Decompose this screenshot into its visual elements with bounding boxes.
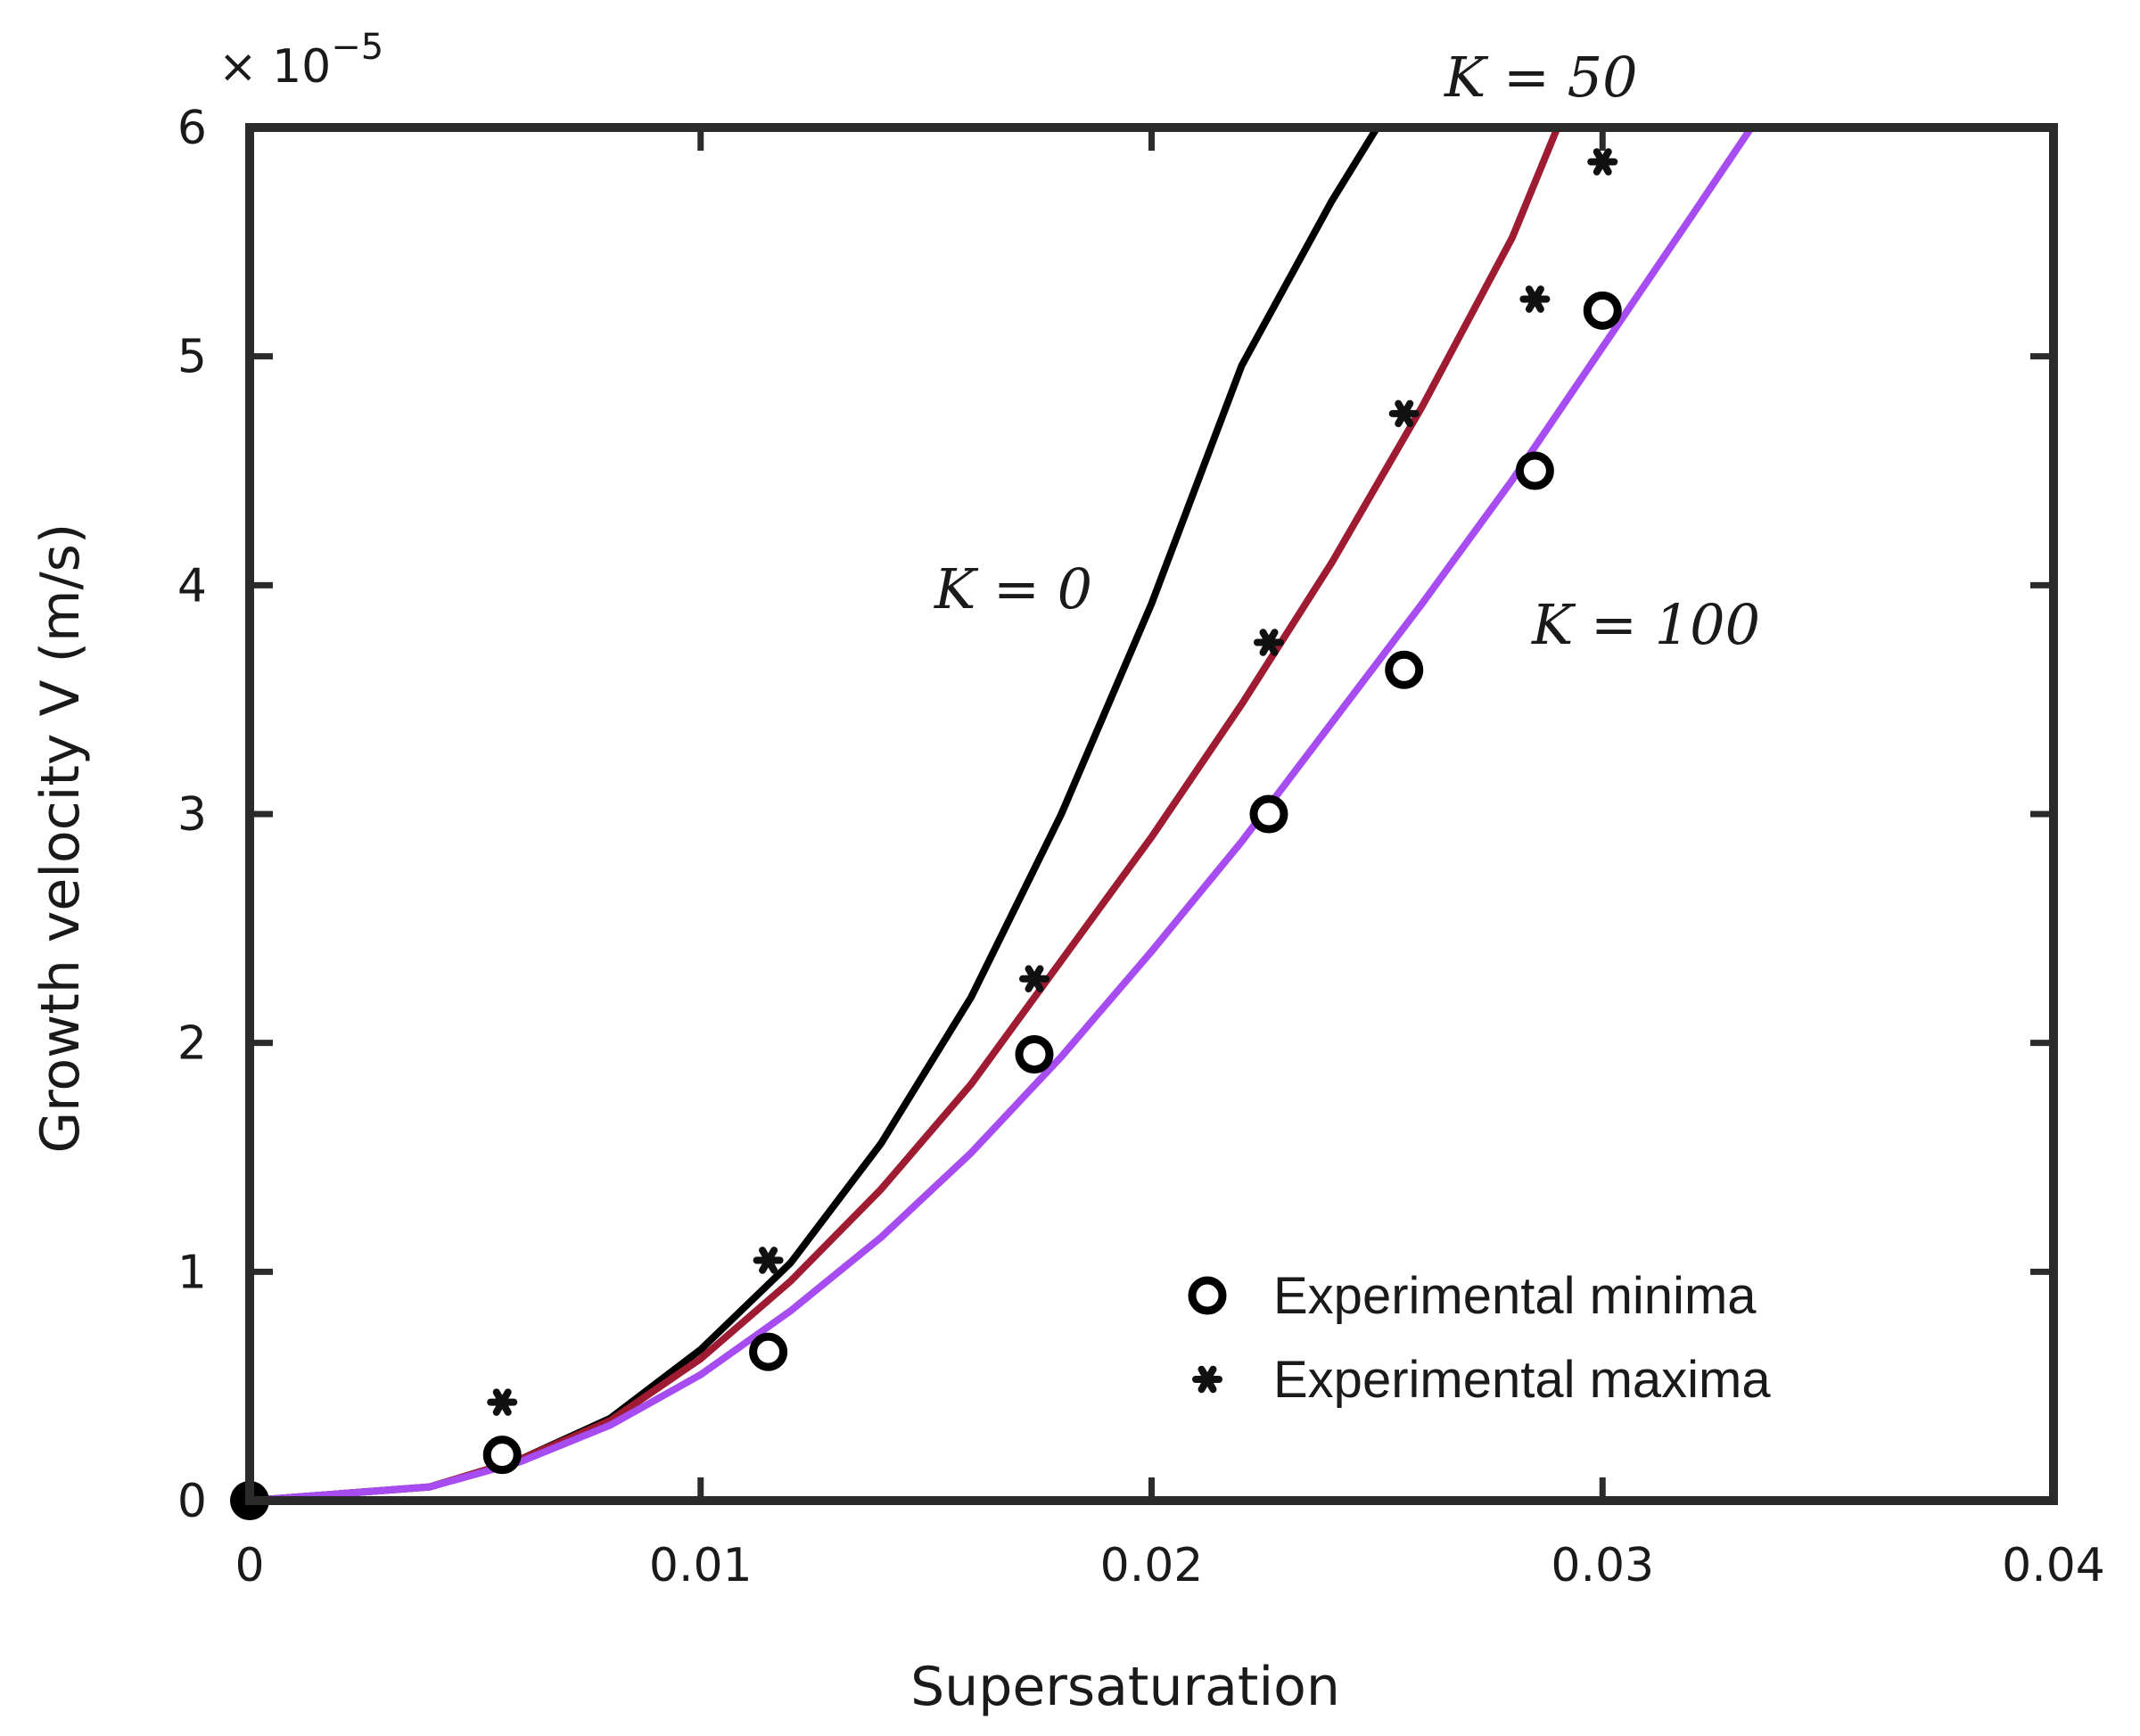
y-multiplier-label: × 10−5 — [218, 27, 383, 94]
y-tick-label-1: 1 — [177, 1246, 207, 1299]
minima-point-1 — [482, 1436, 522, 1475]
x-axis-title: Supersaturation — [910, 1656, 1340, 1718]
tick-layer: 0 0.01 0.02 0.03 0.04 0 1 2 3 4 5 6 — [177, 102, 2105, 1592]
legend-label-0: Experimental minima — [1273, 1267, 1757, 1325]
y-tick-label-5: 5 — [177, 331, 207, 384]
legend: Experimental minima Experimental maxima — [1188, 1267, 1771, 1409]
x-tick-label-3: 0.03 — [1551, 1539, 1654, 1592]
curve-label-k100: K = 100 — [1531, 592, 1760, 657]
minima-point-5 — [1385, 650, 1424, 689]
minima-point-3 — [1015, 1035, 1054, 1074]
minima-point-6 — [1515, 451, 1554, 490]
marker-layer — [230, 148, 1622, 1520]
maxima-point-5 — [1519, 285, 1551, 313]
y-tick-label-3: 3 — [177, 788, 207, 842]
legend-marker-maxima — [1192, 1365, 1222, 1394]
curve-label-k50: K = 50 — [1444, 45, 1638, 110]
x-tick-label-2: 0.02 — [1100, 1539, 1204, 1592]
maxima-point-6 — [1587, 148, 1618, 176]
y-tick-label-0: 0 — [177, 1475, 207, 1528]
curve-layer — [246, 124, 1832, 1504]
x-tick-label-4: 0.04 — [2002, 1539, 2105, 1592]
y-multiplier-exponent: −5 — [331, 27, 383, 68]
maxima-point-4 — [1388, 399, 1420, 428]
curve-label-k0: K = 0 — [934, 556, 1092, 621]
y-tick-label-6: 6 — [177, 102, 207, 155]
y-tick-label-4: 4 — [177, 559, 207, 613]
y-multiplier-base: × 10 — [218, 40, 331, 94]
minima-point-4 — [1249, 794, 1288, 834]
x-tick-label-1: 0.01 — [649, 1539, 753, 1592]
legend-label-1: Experimental maxima — [1273, 1351, 1771, 1409]
plot-frame — [245, 123, 2058, 1505]
maxima-point-2 — [1019, 965, 1050, 993]
y-axis-title: Growth velocity V (m/s) — [29, 523, 92, 1154]
maxima-point-0 — [487, 1388, 518, 1416]
maxima-point-3 — [1253, 629, 1284, 656]
legend-marker-minima — [1188, 1276, 1227, 1315]
minima-point-2 — [749, 1332, 788, 1371]
curve-k-series-2 — [246, 124, 1756, 1504]
minima-point-7 — [1583, 291, 1622, 330]
maxima-point-1 — [753, 1246, 784, 1274]
y-tick-label-2: 2 — [177, 1017, 207, 1071]
x-tick-label-0: 0 — [235, 1539, 264, 1592]
